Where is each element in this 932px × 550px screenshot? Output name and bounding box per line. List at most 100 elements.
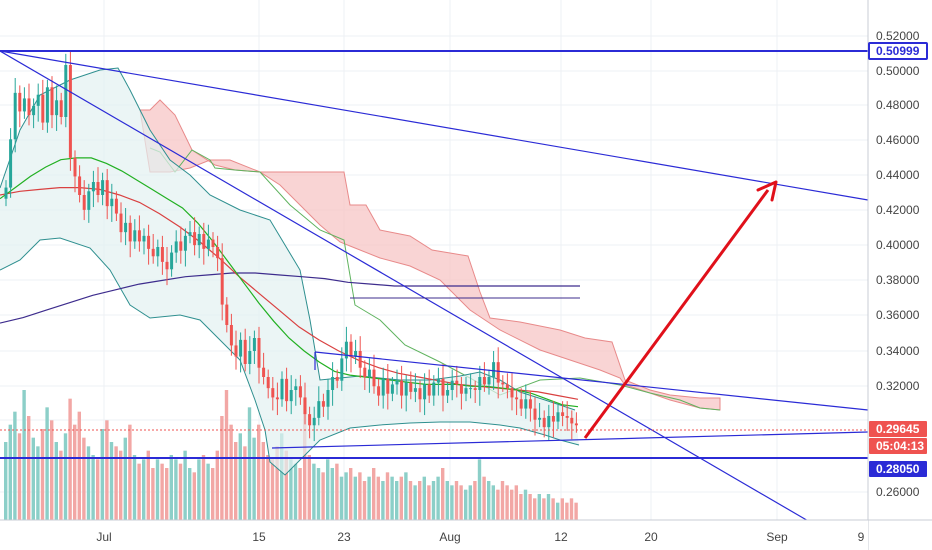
target-arrow-head-icon xyxy=(756,180,778,202)
candle xyxy=(492,362,496,377)
candle xyxy=(137,230,141,242)
target-arrow-line[interactable] xyxy=(583,189,770,439)
volume-bar xyxy=(266,455,270,520)
volume-bar xyxy=(50,420,54,520)
volume-bar xyxy=(234,442,238,520)
volume-bar xyxy=(252,437,256,520)
volume-bar xyxy=(339,476,344,520)
candle xyxy=(239,339,243,357)
candle xyxy=(280,378,284,400)
candle xyxy=(151,248,155,257)
bollinger-band-fill xyxy=(0,68,579,475)
candle xyxy=(469,388,473,390)
candle xyxy=(197,234,201,246)
volume-bar xyxy=(8,424,12,520)
volume-bar xyxy=(569,498,574,520)
y-tick-label: 0.38000 xyxy=(876,273,920,287)
volume-bar xyxy=(54,442,58,520)
candle xyxy=(59,100,63,117)
volume-bar xyxy=(418,481,422,520)
candle xyxy=(464,388,468,394)
x-tick-label: 15 xyxy=(252,530,266,544)
volume-bar xyxy=(431,481,436,520)
candle xyxy=(248,351,252,364)
volume-bar xyxy=(510,489,514,520)
candle xyxy=(427,384,431,396)
candle xyxy=(225,304,229,325)
volume-bar xyxy=(169,455,173,520)
candle xyxy=(105,180,109,207)
long-downtrend-line[interactable] xyxy=(0,50,869,201)
volume-bar xyxy=(132,455,137,520)
volume-bar xyxy=(197,459,201,520)
candle xyxy=(133,230,137,242)
candle xyxy=(266,377,270,389)
candle xyxy=(418,388,422,400)
candles xyxy=(4,50,578,442)
volume-bar xyxy=(36,446,40,520)
volume-bar xyxy=(298,468,302,520)
volume-bar xyxy=(500,481,505,520)
volume-bar xyxy=(59,450,63,520)
volume-bar xyxy=(17,433,22,520)
volume-bar xyxy=(385,472,390,520)
candle xyxy=(183,235,187,251)
volume-bar xyxy=(477,459,482,520)
volume-bar xyxy=(183,450,187,520)
candle xyxy=(515,397,519,400)
candle xyxy=(36,94,40,106)
candle xyxy=(298,386,302,398)
candle xyxy=(114,198,118,214)
volume-bar xyxy=(289,459,293,520)
candle xyxy=(128,222,132,242)
volume-bar xyxy=(275,446,279,520)
volume-bar xyxy=(330,468,334,520)
candle xyxy=(64,65,68,117)
candle xyxy=(101,180,105,195)
candle xyxy=(404,382,408,396)
candle xyxy=(4,187,8,199)
triangle-upper-line[interactable] xyxy=(314,351,869,411)
volume-bar xyxy=(533,498,537,520)
candle xyxy=(243,339,247,364)
candle xyxy=(423,384,427,400)
candle xyxy=(570,417,574,424)
volume-bar xyxy=(45,407,49,520)
price-tag-support[interactable] xyxy=(869,461,927,477)
candle xyxy=(220,258,224,305)
candle xyxy=(262,367,266,377)
countdown-tag xyxy=(869,438,927,454)
candle xyxy=(124,222,128,233)
price-tag-current[interactable] xyxy=(869,421,927,437)
drawings xyxy=(0,50,869,523)
volume-bar xyxy=(574,502,578,520)
candle xyxy=(487,377,491,385)
candle xyxy=(331,377,335,390)
candle xyxy=(68,65,72,158)
volume-bar xyxy=(537,494,541,520)
volume-bar xyxy=(395,481,399,520)
volume-bar xyxy=(436,476,440,520)
candle xyxy=(413,388,417,392)
candle xyxy=(216,247,220,259)
candle xyxy=(91,182,95,192)
y-tick-label: 0.44000 xyxy=(876,168,920,182)
candle xyxy=(538,417,542,420)
candle xyxy=(395,380,399,385)
steep-downtrend-line[interactable] xyxy=(0,50,811,523)
volume-bar xyxy=(13,411,17,520)
candle xyxy=(27,98,31,116)
candle xyxy=(340,358,344,381)
volume-bar xyxy=(293,463,298,520)
y-tick-label: 0.50000 xyxy=(876,64,920,78)
price-tag-resistance[interactable] xyxy=(868,42,928,60)
triangle-lower-line[interactable] xyxy=(271,431,869,449)
candle xyxy=(450,380,454,390)
candle xyxy=(193,232,197,246)
time-axis[interactable] xyxy=(0,520,868,550)
volume-bar xyxy=(321,472,325,520)
candle xyxy=(202,234,206,249)
volume-bar xyxy=(160,463,164,520)
y-tick-label: 0.46000 xyxy=(876,133,920,147)
